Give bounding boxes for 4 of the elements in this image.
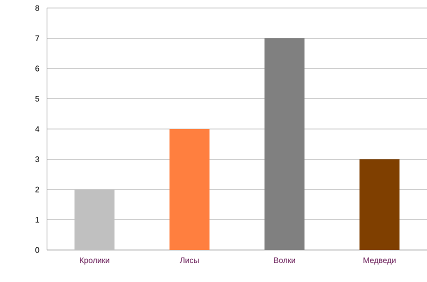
bar	[170, 129, 210, 250]
bar	[264, 38, 304, 250]
bar	[74, 190, 114, 250]
bar	[360, 159, 400, 250]
